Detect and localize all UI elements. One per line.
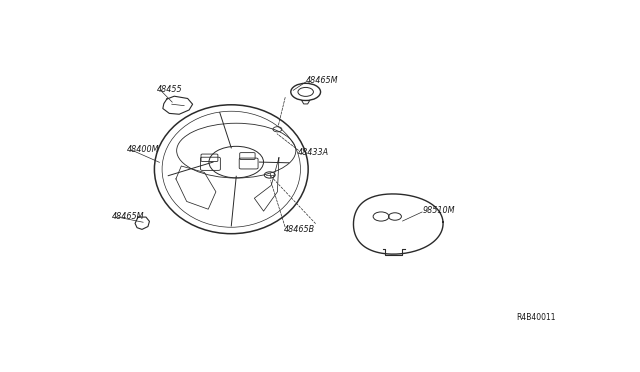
Text: 48465M: 48465M [306,76,338,85]
Text: 48465B: 48465B [284,225,314,234]
Text: 48465M: 48465M [112,212,145,221]
Text: 48455: 48455 [157,84,182,93]
Text: 48400M: 48400M [127,145,159,154]
Text: R4B40011: R4B40011 [516,313,556,322]
Text: 48433A: 48433A [298,148,330,157]
Text: 98510M: 98510M [422,206,455,215]
